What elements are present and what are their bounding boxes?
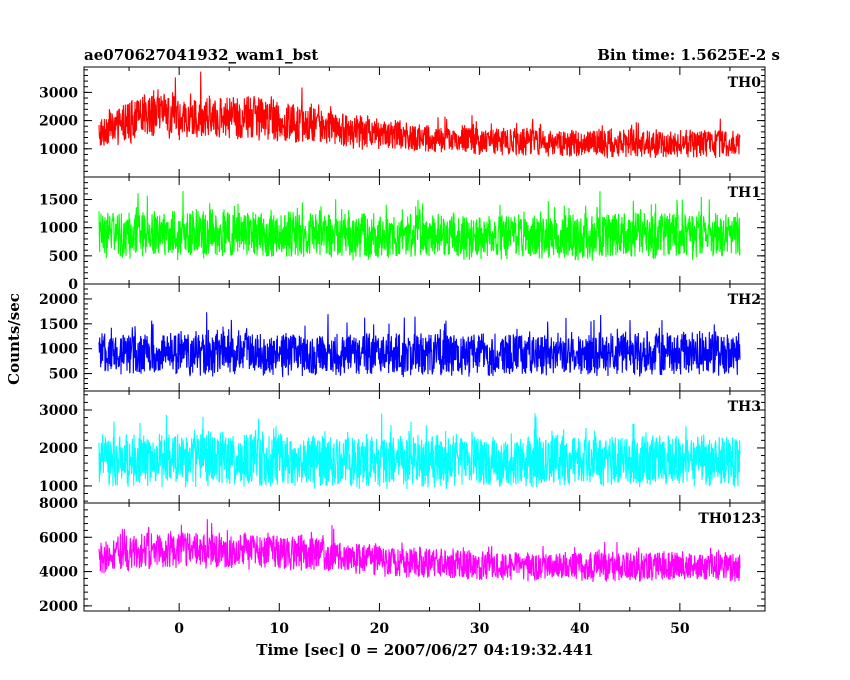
y-tick-label: 1000 [39,221,78,237]
panel-label-th0123: TH0123 [698,511,761,527]
y-tick-label: 1000 [39,142,78,158]
y-tick-label: 500 [49,249,78,265]
x-tick-label: 20 [370,621,390,637]
y-tick-label: 3000 [39,85,78,101]
x-tick-label: 40 [570,621,590,637]
x-tick-label: 10 [270,621,290,637]
y-tick-label: 2000 [39,292,78,308]
panels: 1000 2000 3000 TH0 0 500 1000 1500 TH1 500 1000 150… [39,66,766,615]
panel-label-th0: TH0 [728,75,762,91]
y-tick-label: 6000 [39,530,78,546]
y-tick-label: 2000 [39,441,78,457]
x-tick-label: 0 [174,621,184,637]
y-tick-label: 1000 [39,342,78,358]
y-tick-label: 3000 [39,403,78,419]
y-tick-label: 1500 [39,317,78,333]
y-axis-label: Counts/sec [5,293,23,385]
panel-frame [83,502,766,612]
x-axis-label: Time [sec] 0 = 2007/06/27 04:19:32.441 [256,641,593,659]
x-axis: 0 10 20 30 40 50 [174,621,690,637]
panel-label-th3: TH3 [728,399,761,415]
series-line-th0123 [98,519,741,582]
y-tick-label: 1000 [39,479,78,495]
y-tick-label: 8000 [39,496,78,512]
panel-label-th1: TH1 [728,185,761,201]
panel-th3: 1000 2000 3000 TH3 [39,390,766,504]
plot-title: ae070627041932_wam1_bst [84,46,318,64]
y-tick-label: 500 [49,367,78,383]
y-tick-label: 1500 [39,193,78,209]
y-tick-label: 2000 [39,114,78,130]
series-line-th1 [98,191,741,261]
y-tick-label: 0 [68,277,78,293]
y-tick-label: 4000 [39,565,78,581]
x-tick-label: 50 [670,621,690,637]
x-tick-label: 30 [470,621,490,637]
panel-th2: 500 1000 1500 2000 TH2 [39,283,766,392]
panel-th0: 1000 2000 3000 TH0 [39,66,766,178]
bin-time-label: Bin time: 1.5625E-2 s [597,46,780,64]
series-line-th3 [98,413,741,490]
panel-th0123: 2000 4000 6000 8000 TH0123 [39,496,766,615]
panel-label-th2: TH2 [728,292,761,308]
series-line-th2 [98,312,741,378]
series-line-th0 [98,71,741,159]
y-tick-label: 2000 [39,599,78,615]
panel-th1: 0 500 1000 1500 TH1 [39,176,766,293]
